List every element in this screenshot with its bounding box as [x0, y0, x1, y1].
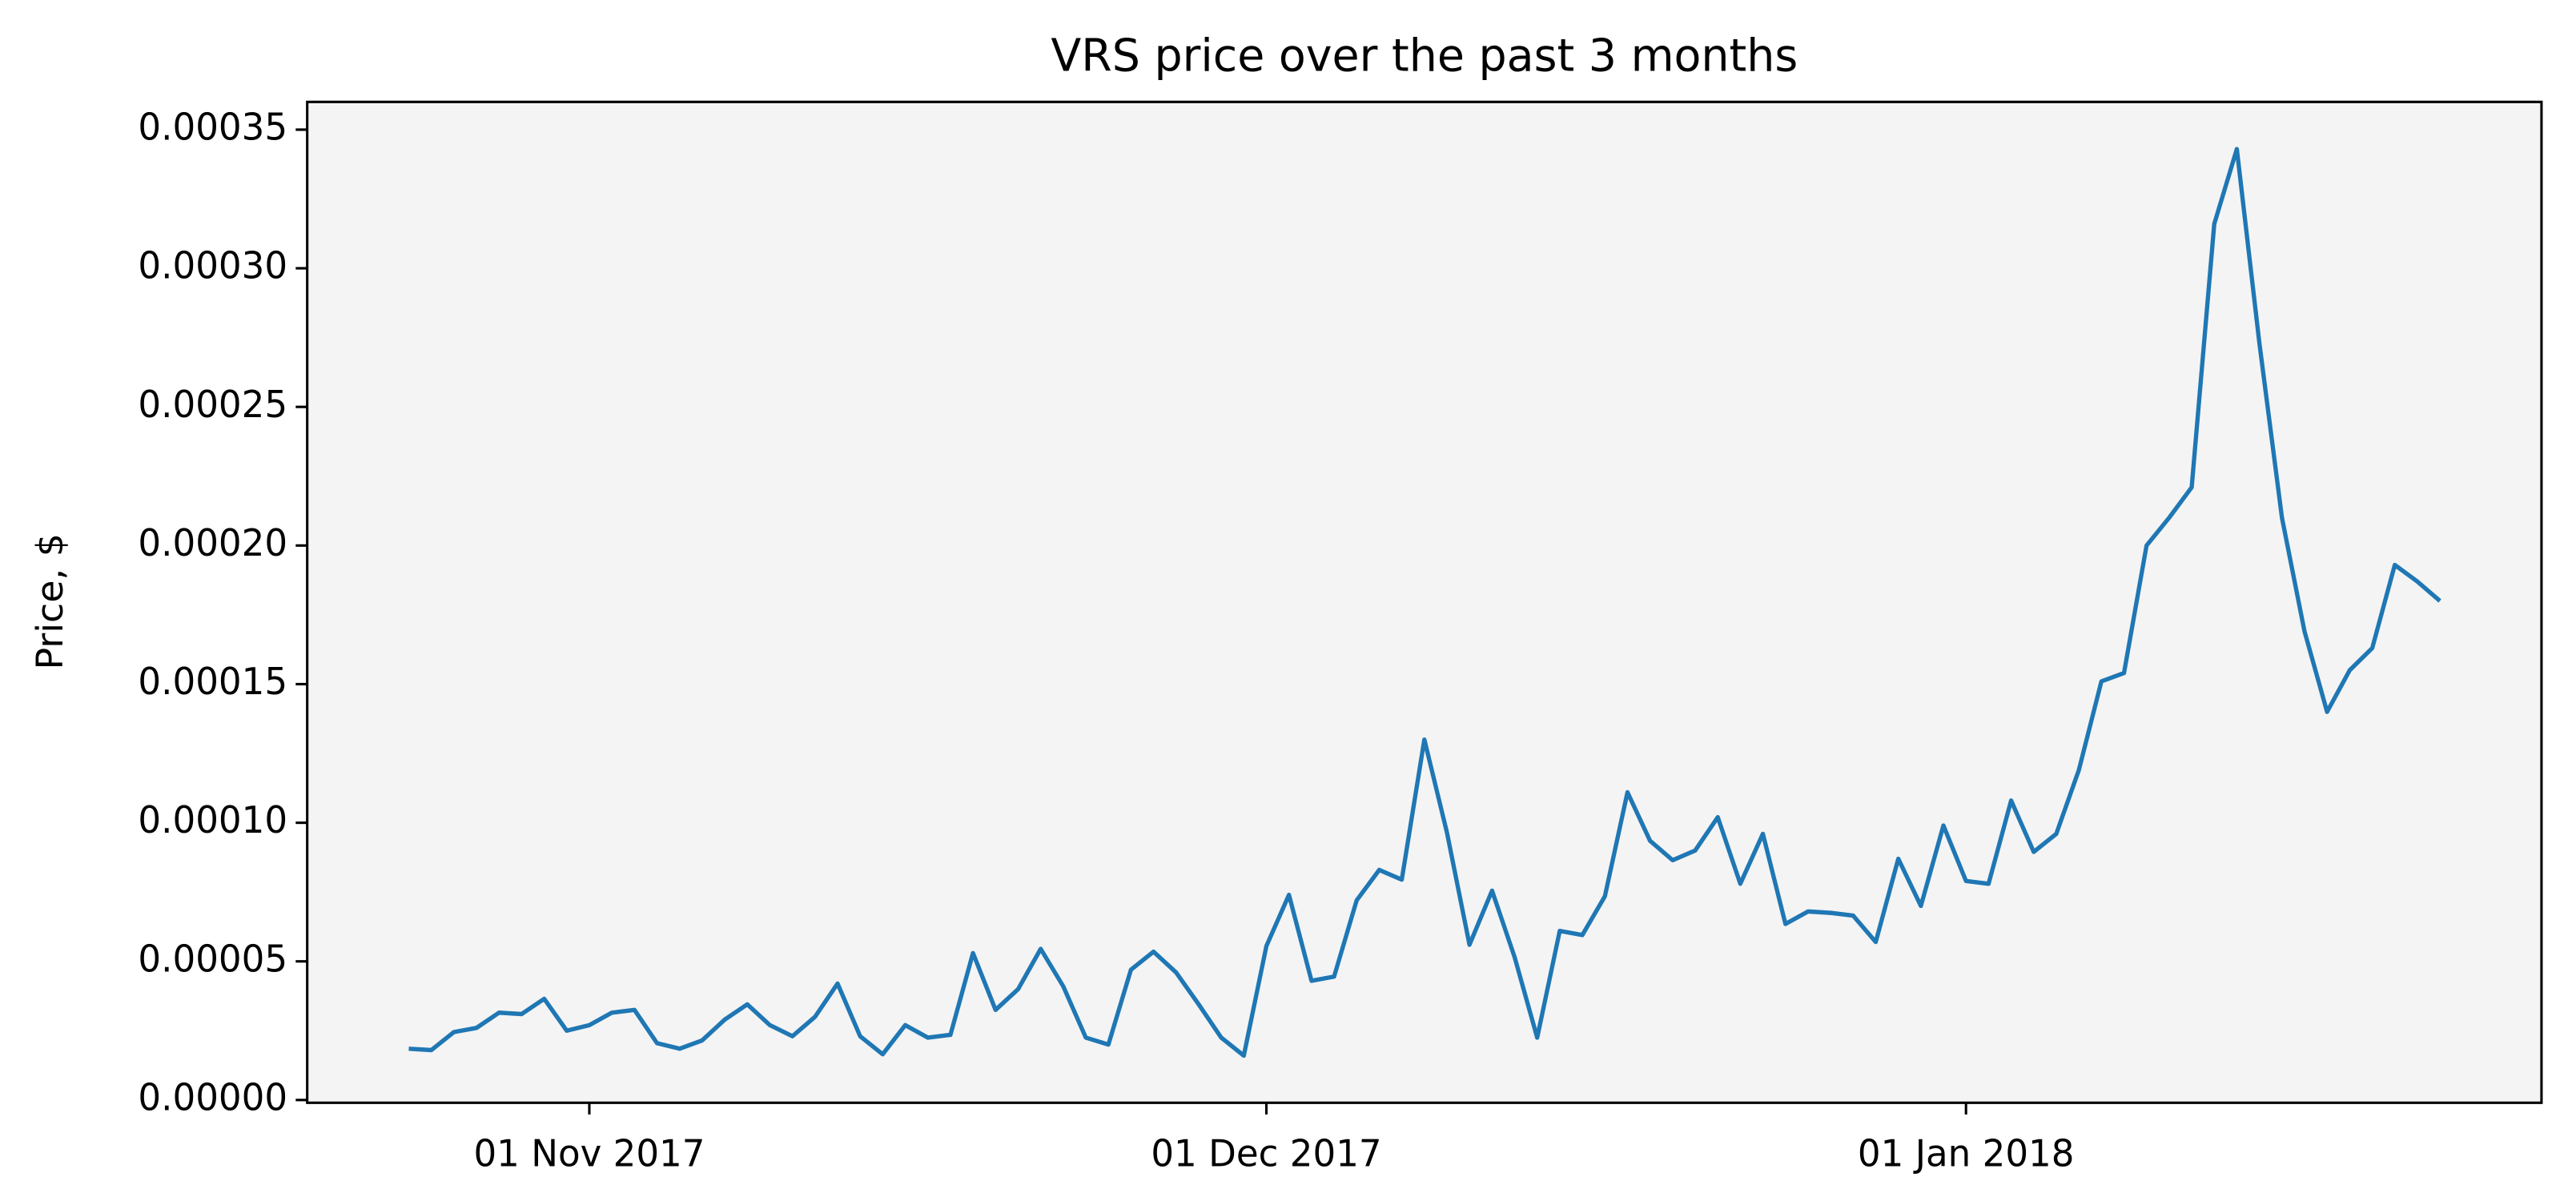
y-tick-label: 0.00035	[138, 106, 287, 148]
plot-area	[307, 102, 2542, 1103]
x-tick-label: 01 Dec 2017	[1151, 1132, 1381, 1175]
y-axis-label: Price, $	[29, 533, 71, 669]
x-tick-label: 01 Jan 2018	[1858, 1132, 2075, 1175]
x-tick-label: 01 Nov 2017	[473, 1132, 705, 1175]
plot-frame	[306, 100, 2543, 1104]
chart-title: VRS price over the past 3 months	[1051, 30, 1798, 82]
y-tick-label: 0.00015	[138, 661, 287, 703]
y-tick-label: 0.00010	[138, 799, 287, 842]
line-series	[408, 147, 2441, 1058]
y-tick-label: 0.00020	[138, 522, 287, 564]
y-tick-label: 0.00005	[138, 938, 287, 980]
y-tick-label: 0.00000	[138, 1076, 287, 1119]
y-tick-label: 0.00030	[138, 244, 287, 287]
y-tick-label: 0.00025	[138, 383, 287, 425]
